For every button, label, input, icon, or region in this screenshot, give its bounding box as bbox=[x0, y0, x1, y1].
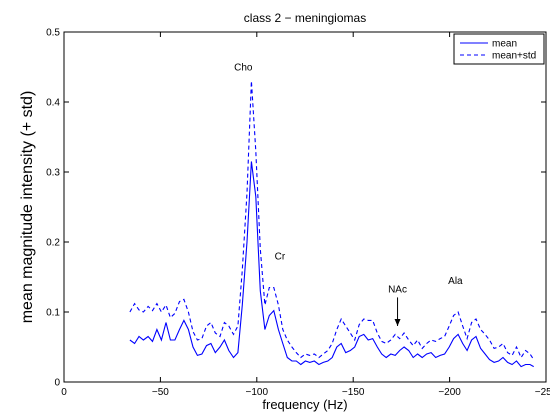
y-tick-label: 0.4 bbox=[46, 98, 60, 109]
legend-label-mean-std: mean+std bbox=[492, 51, 536, 62]
y-axis-ticks: 0 0.1 0.2 0.3 0.4 0.5 bbox=[46, 28, 546, 389]
y-tick-label: 0.5 bbox=[46, 28, 60, 39]
legend-box bbox=[453, 33, 545, 65]
y-axis-label: mean magnitude intensity (+ std) bbox=[19, 91, 36, 324]
annotation-cho: Cho bbox=[234, 63, 253, 74]
y-tick-label: 0.1 bbox=[46, 308, 60, 319]
annotation-nac: NAc bbox=[388, 284, 407, 295]
title-group: class 2 − meningiomas bbox=[244, 11, 366, 25]
arrow-head bbox=[394, 319, 401, 326]
x-tick-label: 0 bbox=[61, 387, 67, 398]
x-tick-label: −100 bbox=[246, 387, 269, 398]
legend: mean mean+std bbox=[453, 33, 545, 65]
series-line-mean bbox=[129, 161, 534, 368]
legend-label-mean: mean bbox=[492, 39, 517, 50]
x-axis-label: frequency (Hz) bbox=[262, 397, 347, 412]
y-tick-label: 0 bbox=[54, 378, 60, 389]
annotation-ala: Ala bbox=[448, 276, 463, 287]
x-axis-ticks: 0 −50 −100 −150 −200 −250 bbox=[61, 32, 550, 398]
x-tick-label: −200 bbox=[438, 387, 461, 398]
x-tick-label: −150 bbox=[342, 387, 365, 398]
y-tick-label: 0.3 bbox=[46, 168, 60, 179]
annotation-cr: Cr bbox=[275, 252, 286, 263]
chart-title: class 2 − meningiomas bbox=[244, 11, 366, 25]
x-tick-label: −250 bbox=[535, 387, 550, 398]
plot-frame bbox=[63, 31, 547, 383]
y-tick-label: 0.2 bbox=[46, 238, 60, 249]
annotation-layer: Cho Cr NAc Ala bbox=[234, 63, 463, 326]
x-tick-label: −50 bbox=[152, 387, 169, 398]
plot-area: 0 −50 −100 −150 −200 −250 0 0.1 0.2 0.3 0.4 0.5 Ch… bbox=[46, 28, 550, 399]
series-line-mean-std bbox=[129, 80, 535, 360]
series-layer bbox=[129, 80, 535, 368]
